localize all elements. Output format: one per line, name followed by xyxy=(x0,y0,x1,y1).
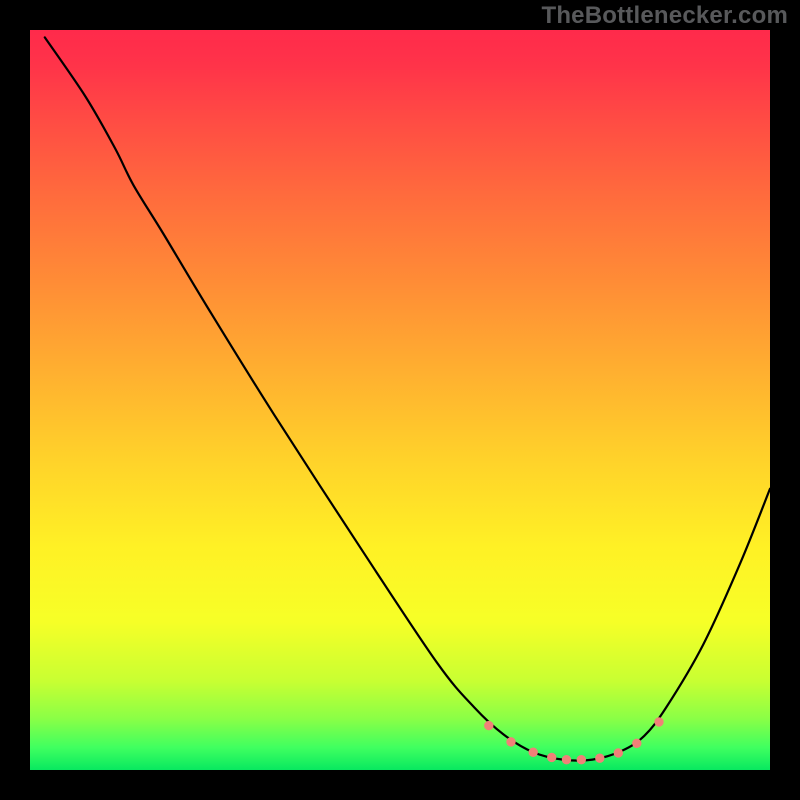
trough-marker xyxy=(614,749,622,757)
plot-area xyxy=(30,30,770,770)
gradient-background xyxy=(30,30,770,770)
trough-marker xyxy=(633,739,641,747)
trough-marker xyxy=(529,748,537,756)
trough-marker xyxy=(548,753,556,761)
trough-marker xyxy=(577,755,585,763)
watermark-text: TheBottlenecker.com xyxy=(541,2,788,30)
trough-marker xyxy=(507,738,515,746)
trough-marker xyxy=(485,721,493,729)
trough-marker xyxy=(562,755,570,763)
trough-marker xyxy=(596,754,604,762)
trough-marker xyxy=(655,718,663,726)
chart-stage: TheBottlenecker.com xyxy=(0,0,800,800)
plot-svg xyxy=(30,30,770,770)
